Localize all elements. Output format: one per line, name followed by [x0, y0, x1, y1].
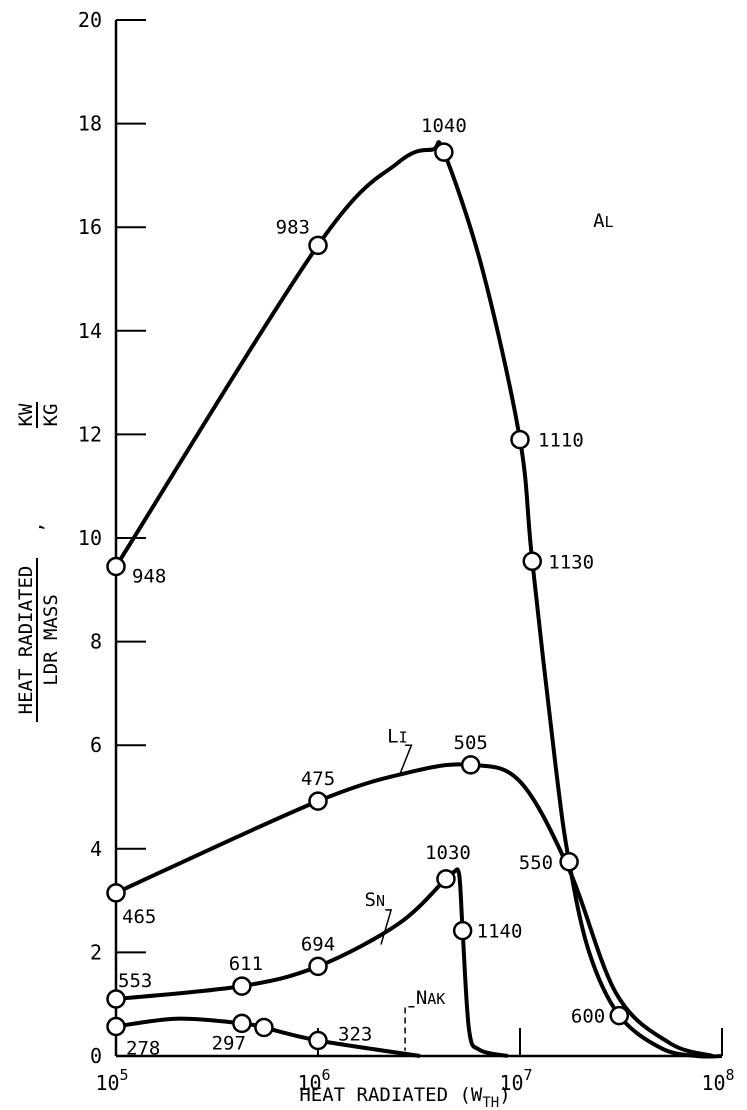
y-tick-label: 10: [78, 526, 102, 550]
y-axis-title-comma: ,: [25, 521, 47, 532]
y-tick-label: 4: [90, 837, 102, 861]
data-point-nak: [308, 1030, 328, 1051]
data-markers: [106, 142, 630, 1051]
data-point-nak: [106, 1016, 126, 1037]
data-label: 1140: [477, 921, 523, 943]
data-label: 297: [212, 1032, 246, 1054]
y-tick-label: 0: [90, 1044, 102, 1068]
data-point-al: [559, 852, 579, 872]
series-leader-li: [399, 744, 413, 774]
y-axis-title-denominator: LDR MASS: [40, 594, 62, 686]
data-label: 1130: [548, 551, 594, 573]
data-label: 475: [301, 768, 335, 790]
data-label: 465: [122, 906, 156, 928]
data-point-li: [460, 755, 481, 775]
x-tick-label: 108: [701, 1066, 734, 1095]
data-point-al: [434, 142, 454, 162]
data-label: 550: [519, 852, 553, 874]
y-tick-label: 20: [78, 8, 102, 32]
data-point-sn: [436, 869, 456, 889]
series-leader-sn: [380, 909, 393, 945]
y-tick-label: 12: [78, 422, 102, 446]
data-labels: 948 983 1040 1110 1130 550 600 AL 465 475 505 LI 553…: [118, 115, 614, 1059]
y-tick-label: 14: [78, 319, 102, 343]
series-label-al: AL: [593, 210, 613, 232]
data-point-sn: [308, 956, 328, 977]
y-axis-title-numerator: HEAT RADIATED: [15, 566, 37, 715]
data-point-al: [308, 235, 328, 256]
data-label: 1040: [421, 115, 467, 137]
series-label-nak: NAK: [416, 987, 446, 1009]
x-axis-title-subscript: TH: [482, 1095, 499, 1110]
y-axis-unit-denominator: KG: [40, 404, 62, 427]
data-label: 323: [338, 1023, 372, 1045]
data-point-li: [106, 883, 126, 903]
data-label: 505: [454, 732, 488, 754]
axes: 0 2 4 6 8 10 12 14 16 18 20 105 106 107 108: [78, 8, 735, 1095]
data-point-al: [510, 429, 530, 450]
x-tick-label: 107: [499, 1066, 532, 1095]
data-point-sn: [106, 989, 126, 1009]
y-tick-label: 6: [90, 733, 102, 757]
series-line-al: [114, 140, 723, 1059]
x-tick-label: 106: [297, 1066, 330, 1095]
data-label: 1110: [538, 430, 584, 452]
data-point-nak: [232, 1013, 252, 1034]
y-tick-label: 8: [90, 630, 102, 654]
data-point-sn: [452, 920, 473, 941]
data-point-al: [522, 551, 543, 572]
x-axis-title-main: HEAT RADIATED (W: [299, 1084, 483, 1106]
data-point-li: [308, 791, 328, 811]
data-label: 948: [132, 565, 166, 587]
y-axis-unit-numerator: KW: [15, 403, 37, 426]
data-label: 1030: [425, 842, 471, 864]
data-label: 983: [276, 216, 310, 238]
y-tick-label: 18: [78, 112, 102, 136]
series-leader-nak: [404, 1006, 415, 1051]
data-point-nak: [254, 1017, 274, 1038]
y-axis-title: HEAT RADIATED LDR MASS , KW KG: [15, 402, 62, 722]
data-point-al: [609, 1005, 630, 1026]
data-label: 600: [571, 1006, 605, 1028]
data-label: 694: [301, 933, 335, 955]
data-label: 553: [118, 970, 152, 992]
x-axis-title-end: ): [499, 1084, 510, 1106]
data-label: 611: [229, 953, 263, 975]
series-label-li: LI: [387, 726, 407, 748]
y-tick-label: 16: [78, 215, 102, 239]
y-tick-label: 2: [90, 940, 102, 964]
series-label-sn: SN: [365, 889, 385, 911]
data-point-sn: [232, 976, 252, 996]
data-point-al: [106, 556, 126, 577]
data-label: 278: [126, 1037, 160, 1059]
x-tick-label: 105: [95, 1066, 128, 1095]
x-axis-title: HEAT RADIATED (WTH): [299, 1084, 510, 1110]
series-curves: [114, 140, 723, 1059]
